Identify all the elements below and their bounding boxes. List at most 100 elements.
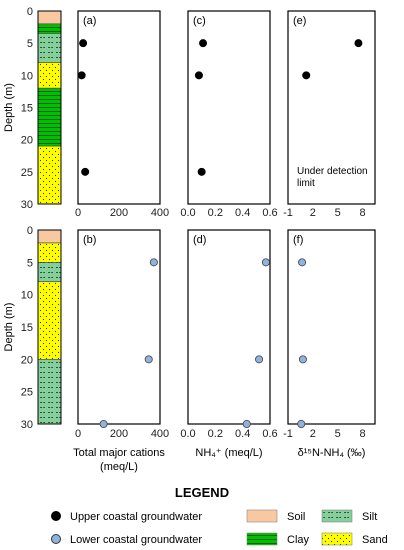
panel-label: (b)	[83, 234, 96, 246]
y-tick-label: 0	[27, 6, 33, 18]
x-tick-label: 0	[75, 207, 81, 219]
x-tick-label: 2	[310, 207, 316, 219]
lithology-frame	[37, 229, 62, 425]
lithology-layer-sand	[37, 242, 62, 263]
y-tick-label: 15	[21, 322, 33, 334]
panel-b: (b) 0 200 400 Total major cations (meq/L)	[73, 229, 169, 473]
x-axis-label: δ¹⁵N-NH₄ (‰)	[298, 447, 366, 459]
legend-soil-swatch	[246, 509, 278, 523]
x-tick-label: 0.2	[208, 207, 223, 219]
x-axis-label: (meq/L)	[100, 461, 138, 473]
panel-label: (a)	[83, 15, 96, 27]
data-point	[144, 355, 153, 364]
lithology-columns	[37, 10, 62, 425]
depth-axes: 0 5 10 15 20 25 30 Depth (m) 0 5 10 15 20 25 30 Depth (…	[3, 6, 33, 431]
panel-label: (e)	[293, 15, 306, 27]
panel-frame	[77, 229, 161, 425]
x-tick-label: 0.4	[235, 207, 250, 219]
panel-label: (c)	[193, 15, 206, 27]
y-tick-label: 5	[27, 38, 33, 50]
y-tick-label: 15	[21, 103, 33, 115]
lithology-layer-sand	[37, 62, 62, 89]
legend-silt-label: Silt	[362, 511, 377, 523]
y-tick-label: 20	[21, 135, 33, 147]
panel-frame	[187, 229, 271, 425]
legend-lower-marker	[51, 534, 61, 544]
panel-label: (d)	[193, 234, 206, 246]
panel-label: (f)	[293, 234, 303, 246]
lithology-layer-silt	[37, 262, 62, 283]
legend: LEGEND Upper coastal groundwater Lower c…	[51, 485, 388, 546]
data-point	[149, 258, 158, 267]
panel-f: (f) -1 2 5 8 δ¹⁵N-NH₄ (‰)	[283, 229, 376, 459]
legend-clay-label: Clay	[287, 534, 310, 546]
data-point	[242, 419, 251, 428]
depth-axis: 0 5 10 15 20 25 30 Depth (m)	[3, 6, 33, 211]
y-tick-label: 5	[27, 257, 33, 269]
y-tick-label: 10	[21, 290, 33, 302]
data-point	[199, 39, 208, 48]
x-tick-label: 8	[360, 428, 366, 440]
legend-sand-label: Sand	[362, 534, 388, 546]
legend-lower-label: Lower coastal groundwater	[70, 534, 202, 546]
x-tick-label: 200	[110, 428, 128, 440]
x-tick-label: 2	[310, 428, 316, 440]
x-tick-label: 0.0	[180, 428, 195, 440]
data-point	[354, 39, 363, 48]
data-point	[81, 167, 90, 176]
data-point	[261, 258, 270, 267]
lithology-column-upper	[37, 10, 62, 205]
y-tick-label: 25	[21, 167, 33, 179]
y-tick-label: 25	[21, 387, 33, 399]
panel-frame	[287, 229, 376, 425]
y-tick-label: 30	[21, 419, 33, 431]
x-axis-label: Total major cations	[73, 447, 165, 459]
data-point	[194, 71, 203, 80]
legend-sand-swatch	[321, 532, 353, 546]
panel-frame	[77, 10, 161, 205]
y-tick-label: 20	[21, 354, 33, 366]
x-tick-label: 0.0	[180, 207, 195, 219]
x-tick-label: 0	[75, 428, 81, 440]
legend-upper-marker	[51, 511, 61, 521]
lithology-layer-clay	[37, 87, 62, 147]
lithology-column-lower	[37, 229, 62, 425]
lithology-layer-soil	[37, 10, 62, 25]
panel-frame	[187, 10, 271, 205]
data-point	[197, 167, 206, 176]
y-axis-label: Depth (m)	[3, 303, 15, 352]
data-point	[79, 39, 88, 48]
x-tick-label: 8	[360, 207, 366, 219]
data-point	[99, 419, 108, 428]
x-tick-label: 5	[335, 428, 341, 440]
data-point	[77, 71, 86, 80]
panel-c: (c) 0.0 0.2 0.4 0.6	[180, 10, 278, 219]
y-axis-label: Depth (m)	[3, 83, 15, 132]
x-axis-label: NH₄⁺ (meq/L)	[195, 447, 262, 459]
data-point	[302, 71, 311, 80]
annotation-text: limit	[297, 178, 315, 189]
y-tick-label: 0	[27, 225, 33, 237]
annotation-text: Under detection	[297, 166, 368, 177]
lithology-frame	[37, 10, 62, 205]
panel-frame	[287, 10, 376, 205]
legend-clay-swatch	[246, 532, 278, 546]
data-point	[255, 355, 264, 364]
legend-upper-label: Upper coastal groundwater	[70, 511, 202, 523]
x-tick-label: 0.6	[262, 207, 277, 219]
lithology-layer-soil	[37, 229, 62, 244]
x-tick-label: -1	[283, 428, 293, 440]
legend-silt-swatch	[321, 509, 353, 523]
x-tick-label: 0.6	[262, 428, 277, 440]
x-tick-label: 0.2	[208, 428, 223, 440]
data-point	[298, 355, 307, 364]
lithology-layer-sand	[37, 145, 62, 205]
lithology-layer-sand	[37, 281, 62, 360]
lithology-layer-silt	[37, 33, 62, 63]
x-tick-label: 200	[110, 207, 128, 219]
lithology-layer-silt	[37, 359, 62, 425]
y-tick-label: 10	[21, 70, 33, 82]
x-tick-label: 400	[151, 428, 169, 440]
